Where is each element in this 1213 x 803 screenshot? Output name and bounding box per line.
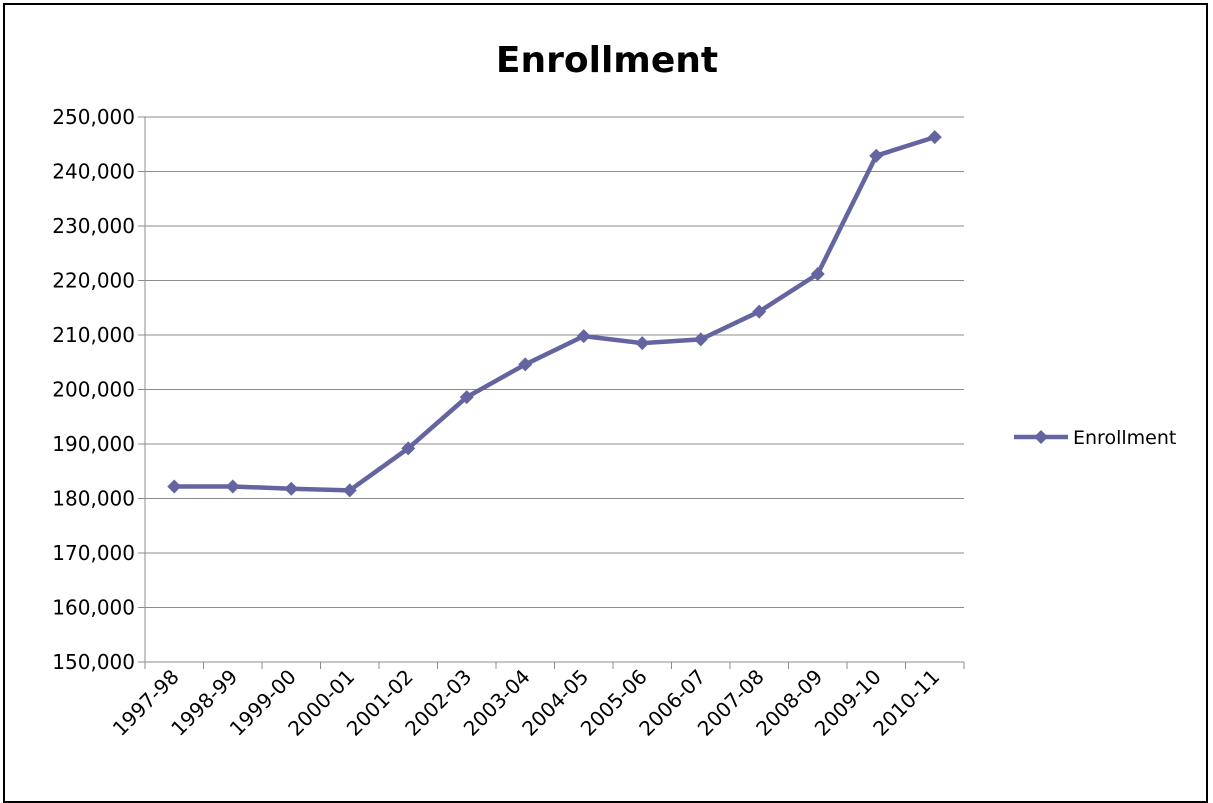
y-tick-label: 250,000 <box>52 105 135 129</box>
y-tick-label: 240,000 <box>52 160 135 184</box>
data-point-marker <box>927 130 942 145</box>
data-point-marker <box>459 390 474 405</box>
y-tick-label: 170,000 <box>52 541 135 565</box>
data-point-marker <box>576 329 591 344</box>
axes <box>138 116 965 669</box>
legend-label: Enrollment <box>1073 427 1176 449</box>
y-tick-label: 210,000 <box>52 323 135 347</box>
y-tick-label: 220,000 <box>52 269 135 293</box>
data-point-marker <box>342 483 357 498</box>
data-point-marker <box>167 479 182 494</box>
data-point-marker <box>401 441 416 456</box>
y-tick-label: 190,000 <box>52 432 135 456</box>
y-tick-label: 230,000 <box>52 214 135 238</box>
series-group <box>167 130 942 498</box>
data-point-marker <box>284 481 299 496</box>
y-tick-label: 160,000 <box>52 596 135 620</box>
data-point-marker <box>225 479 240 494</box>
y-tick-label: 150,000 <box>52 650 135 674</box>
data-point-marker <box>869 148 884 163</box>
chart-frame <box>3 3 1208 803</box>
data-point-marker <box>635 336 650 351</box>
legend: Enrollment <box>1014 427 1176 449</box>
y-axis-tick-labels: 150,000 160,000 170,000 180,000 190,000 200,0… <box>52 105 135 674</box>
data-point-marker <box>752 304 767 319</box>
data-point-marker <box>810 266 825 281</box>
data-point-marker <box>518 357 533 372</box>
x-axis-tick-labels: 1997-981998-991999-002000-012001-022002-… <box>108 665 945 741</box>
y-tick-label: 180,000 <box>52 487 135 511</box>
gridlines <box>145 116 964 608</box>
data-point-marker <box>693 332 708 347</box>
chart-title: Enrollment <box>496 40 718 81</box>
y-tick-label: 200,000 <box>52 378 135 402</box>
legend-diamond-marker <box>1034 430 1048 444</box>
series-line <box>174 135 936 493</box>
